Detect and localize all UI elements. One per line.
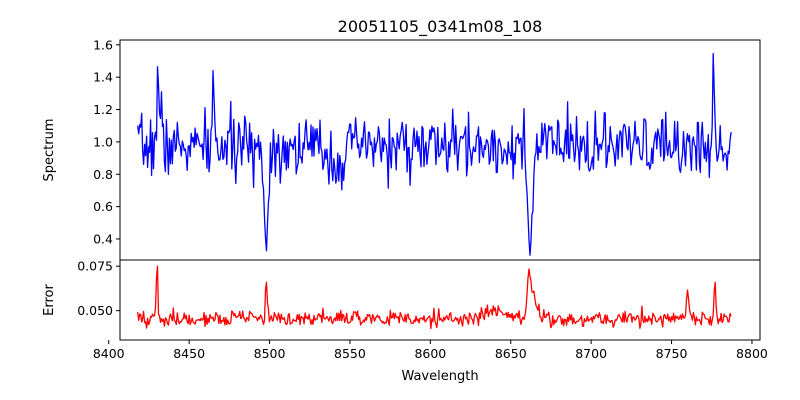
- error-series-line: [137, 265, 732, 330]
- error-y-axis: 0.050 0.075: [77, 259, 120, 318]
- spectrum-y-tick-label: 1.2: [93, 102, 113, 117]
- x-tick-label: 8500: [254, 346, 286, 361]
- spectrum-series-line: [137, 52, 732, 256]
- spectrum-y-axis: 0.4 0.6 0.8 1.0 1.2 1.4 1.6: [93, 37, 120, 246]
- spectrum-y-tick-label: 1.6: [93, 37, 113, 52]
- x-tick-label: 8600: [414, 346, 446, 361]
- x-axis-label: Wavelength: [401, 369, 478, 384]
- error-panel-frame: [119, 259, 761, 341]
- error-plot-area: [137, 265, 732, 330]
- spectrum-y-tick-label: 0.4: [93, 231, 113, 246]
- x-tick-label: 8700: [575, 346, 607, 361]
- spectrum-y-tick-label: 0.8: [93, 167, 113, 182]
- x-tick-label: 8400: [93, 346, 125, 361]
- error-y-axis-label: Error: [42, 284, 57, 316]
- x-tick-label: 8450: [173, 346, 205, 361]
- x-tick-label: 8800: [736, 346, 768, 361]
- spectrum-y-tick-label: 0.6: [93, 199, 113, 214]
- x-axis: 8400 8450 8500 8550 8600 8650 8700 8750 8800: [93, 340, 768, 361]
- spectrum-y-tick-label: 1.0: [93, 134, 113, 149]
- error-y-tick-label: 0.075: [77, 259, 113, 274]
- x-tick-label: 8750: [656, 346, 688, 361]
- spectrum-y-axis-label: Spectrum: [42, 119, 57, 182]
- error-panel: 0.050 0.075 Error: [42, 259, 761, 341]
- spectrum-plot-area: [137, 52, 732, 256]
- error-y-tick-label: 0.050: [77, 303, 113, 318]
- spectrum-y-tick-label: 1.4: [93, 70, 113, 85]
- x-tick-label: 8550: [334, 346, 366, 361]
- spectrum-panel: 0.4 0.6 0.8 1.0 1.2 1.4 1.6 Spectrum: [42, 37, 761, 261]
- x-tick-label: 8650: [495, 346, 527, 361]
- chart-title: 20051105_0341m08_108: [338, 17, 543, 37]
